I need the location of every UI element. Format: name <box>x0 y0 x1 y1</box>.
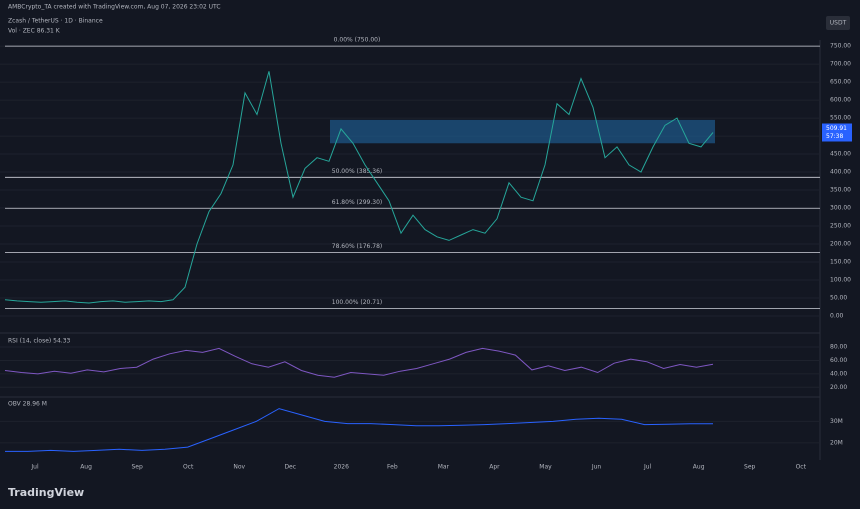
pane-title: OBV 28.96 M <box>8 401 47 408</box>
x-tick-label: Mar <box>438 464 450 471</box>
x-tick-label: Jun <box>591 464 602 471</box>
fib-label: 78.60% (176.78) <box>332 243 382 250</box>
y-tick-label: 550.00 <box>830 115 851 122</box>
y-tick-label: 450.00 <box>830 151 851 158</box>
y-tick-label: 20M <box>830 439 843 446</box>
price-box <box>822 123 852 142</box>
logo: TradingView <box>8 486 84 499</box>
y-tick-label: 300.00 <box>830 205 851 212</box>
x-tick-label: Apr <box>489 464 500 471</box>
x-tick-label: Oct <box>796 464 807 471</box>
x-tick-label: May <box>539 464 552 471</box>
y-tick-label: 250.00 <box>830 223 851 230</box>
x-tick-label: Jul <box>643 464 652 471</box>
y-tick-label: 40.00 <box>830 370 847 377</box>
x-tick-label: Jul <box>30 464 39 471</box>
y-tick-label: 700.00 <box>830 61 851 68</box>
x-tick-label: 2026 <box>334 464 349 471</box>
currency-box <box>826 16 850 30</box>
y-tick-label: 400.00 <box>830 169 851 176</box>
y-tick-label: 50.00 <box>830 294 847 301</box>
zone <box>330 119 715 144</box>
y-tick-label: 350.00 <box>830 187 851 194</box>
currency: USDT <box>830 20 847 27</box>
series-line <box>4 71 714 304</box>
fib-label: 61.80% (299.30) <box>332 199 382 206</box>
fib-label: 0.00% (750.00) <box>334 37 381 44</box>
x-tick-label: Feb <box>387 464 398 471</box>
x-tick-label: Sep <box>744 464 756 471</box>
y-tick-label: 80.00 <box>830 344 847 351</box>
x-tick-label: Dec <box>284 464 296 471</box>
x-tick-label: Nov <box>233 464 245 471</box>
x-tick-label: Sep <box>131 464 143 471</box>
fib-label: 100.00% (20.71) <box>332 299 382 306</box>
y-tick-label: 200.00 <box>830 241 851 248</box>
y-tick-label: 0.00 <box>830 312 844 319</box>
y-tick-label: 100.00 <box>830 276 851 283</box>
fib-label: 50.00% (385.36) <box>332 168 382 175</box>
credit: AMBCrypto_TA created with TradingView.co… <box>8 4 221 11</box>
last-price: 509.91 <box>826 125 847 132</box>
series-line <box>5 408 714 452</box>
symbol: Zcash / TetherUS · 1D · Binance <box>8 18 103 25</box>
x-tick-label: Aug <box>693 464 705 471</box>
y-tick-label: 20.00 <box>830 384 847 391</box>
y-tick-label: 750.00 <box>830 43 851 50</box>
x-tick-label: Oct <box>183 464 194 471</box>
countdown: 57:38 <box>826 133 843 140</box>
y-tick-label: 60.00 <box>830 357 847 364</box>
y-tick-label: 30M <box>830 418 843 425</box>
y-tick-label: 650.00 <box>830 79 851 86</box>
pane-title: RSI (14, close) 54.33 <box>8 338 71 345</box>
y-tick-label: 150.00 <box>830 258 851 265</box>
volume: Vol · ZEC 86.31 K <box>8 28 61 35</box>
y-tick-label: 600.00 <box>830 97 851 104</box>
x-tick-label: Aug <box>80 464 92 471</box>
series-line <box>4 347 714 378</box>
